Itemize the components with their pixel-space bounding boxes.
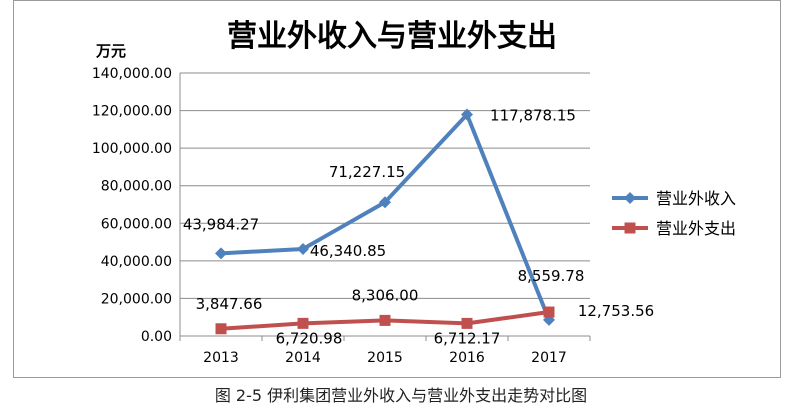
data-label: 3,847.66 [196, 295, 263, 313]
y-tick-label: 80,000.00 [101, 179, 172, 195]
data-point-square [297, 317, 309, 329]
axes: 0.00 20,000.00 40,000.00 60,000.00 80,000.00… [92, 66, 591, 366]
y-tick-label: 100,000.00 [92, 141, 172, 157]
legend-label: 营业外收入 [656, 189, 736, 208]
data-label: 43,984.27 [183, 215, 259, 233]
data-point-diamond [379, 196, 391, 209]
x-tick-label: 2014 [285, 350, 321, 366]
y-tick-label: 40,000.00 [101, 254, 172, 270]
legend-marker [624, 222, 636, 234]
data-labels: 43,984.27 46,340.85 71,227.15 117,878.15 8,5… [183, 107, 654, 348]
data-label: 12,753.56 [578, 302, 654, 320]
series [215, 108, 555, 335]
y-tick-label: 0.00 [141, 329, 172, 345]
legend-marker [624, 192, 636, 204]
x-tick-label: 2017 [531, 350, 567, 366]
x-tick-label: 2015 [367, 350, 403, 366]
data-label: 6,712.17 [434, 329, 501, 347]
x-tick-label: 2013 [203, 350, 239, 366]
data-point-diamond [297, 242, 309, 255]
data-point-square [215, 323, 227, 335]
y-tick-label: 140,000.00 [92, 66, 172, 82]
data-label: 71,227.15 [329, 163, 405, 181]
data-point-diamond [215, 247, 227, 260]
x-tick-label: 2016 [449, 350, 485, 366]
legend-label: 营业外支出 [656, 219, 736, 238]
y-tick-label: 20,000.00 [101, 291, 172, 307]
figure-caption: 图 2-5 伊利集团营业外收入与营业外支出走势对比图 [214, 386, 588, 405]
line-chart: 营业外收入与营业外支出 万元 0.00 20,000.00 40,000.00 60,… [92, 19, 736, 366]
chart-title: 营业外收入与营业外支出 [227, 19, 557, 54]
data-label: 8,559.78 [518, 267, 585, 285]
data-label: 46,340.85 [310, 242, 386, 260]
data-label: 6,720.98 [276, 329, 343, 347]
data-point-square [379, 314, 391, 326]
data-point-square [461, 317, 473, 329]
y-tick-label: 60,000.00 [101, 216, 172, 232]
data-label: 8,306.00 [352, 286, 419, 304]
y-tick-label: 120,000.00 [92, 104, 172, 120]
gridlines [180, 72, 590, 299]
data-label: 117,878.15 [490, 107, 576, 125]
y-axis-unit-label: 万元 [95, 42, 126, 60]
data-point-diamond [461, 108, 473, 121]
data-point-square [543, 306, 555, 318]
